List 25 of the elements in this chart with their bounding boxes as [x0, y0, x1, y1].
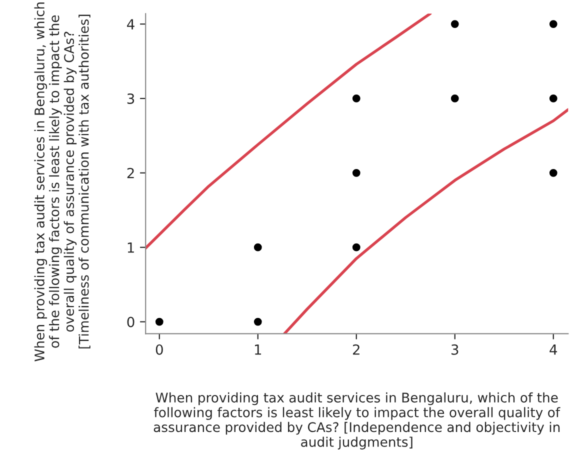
line-series	[283, 108, 568, 334]
x-tick-label: 4	[550, 344, 558, 355]
point	[549, 20, 558, 28]
line-series	[146, 14, 432, 250]
point	[450, 20, 459, 28]
x-tick-label: 2	[352, 344, 360, 355]
point	[549, 168, 558, 177]
y-tick-label: 0	[127, 316, 134, 328]
point	[254, 318, 262, 326]
y-tick-label: 2	[127, 168, 134, 178]
y-tick-label: 3	[127, 93, 134, 104]
point	[352, 243, 360, 252]
point	[450, 94, 459, 102]
y-tick-label: 4	[127, 19, 134, 30]
x-tick-label: 0	[156, 344, 163, 355]
point	[352, 94, 360, 102]
y-axis-title: When providing tax audit services in Bengaluru, which of the following factors is least likely to impact the overall quality of assurance provided by CAs? [Timeliness of communication with tax authorities]	[34, 2, 90, 362]
point	[549, 94, 558, 102]
point	[254, 243, 262, 252]
point	[352, 168, 360, 177]
y-tick-label: 1	[128, 242, 134, 253]
point	[155, 318, 164, 326]
x-axis-title: When providing tax audit services in Bengaluru, which of the following factors is least likely to impact the overall quality of assurance provided by CAs? [Independence and objectivity in audit judgments]	[154, 392, 560, 450]
x-tick-label: 3	[452, 344, 458, 355]
x-tick-label: 1	[254, 344, 262, 355]
